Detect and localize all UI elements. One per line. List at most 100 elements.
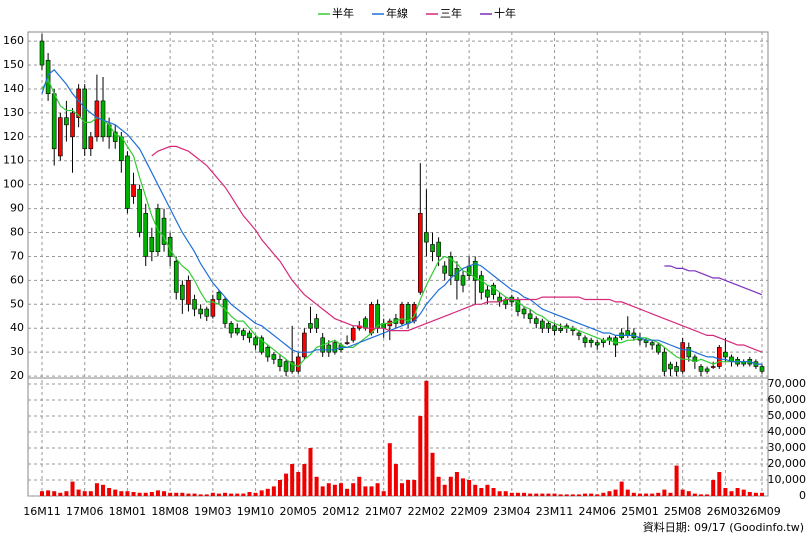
candle-body <box>668 363 673 370</box>
x-tick-label: 20M12 <box>322 505 360 518</box>
candle-body <box>51 93 57 150</box>
candle-body <box>70 112 75 138</box>
volume-bar <box>717 472 722 496</box>
y-tick-label: 40 <box>10 321 24 334</box>
candle-body <box>265 347 271 358</box>
x-tick-label: 26M09 <box>743 505 781 518</box>
volume-bar <box>546 493 551 496</box>
candle-body <box>716 347 722 367</box>
volume-bar <box>338 483 343 496</box>
volume-bar <box>174 492 179 496</box>
x-tick-label: 18M08 <box>151 505 189 518</box>
volume-bar <box>326 483 331 496</box>
candle-body <box>198 308 203 315</box>
candle-body <box>332 342 338 353</box>
candle-body <box>686 347 692 358</box>
volume-bar <box>747 492 752 496</box>
volume-bar <box>729 491 734 496</box>
volume-bar <box>345 488 350 496</box>
candle-body <box>460 275 466 286</box>
y2-tick-label: 0 <box>799 489 806 502</box>
candle-body <box>582 337 588 343</box>
volume-bar <box>601 492 606 496</box>
volume-bar <box>393 464 398 496</box>
candle-body <box>247 332 252 339</box>
volume-bar <box>88 491 93 496</box>
volume-bar <box>741 489 746 496</box>
y-tick-label: 20 <box>10 369 24 382</box>
volume-bar <box>284 473 289 496</box>
candle-body <box>173 260 179 293</box>
volume-bar <box>302 464 307 496</box>
volume-bar <box>186 493 191 496</box>
candle-body <box>472 260 478 281</box>
volume-bar <box>418 416 423 496</box>
volume-bar <box>509 492 514 496</box>
volume-bar <box>540 493 545 496</box>
candle-body <box>521 308 527 315</box>
candle-body <box>540 320 545 329</box>
candle-body <box>588 339 594 343</box>
volume-bar <box>143 492 148 496</box>
volume-bar <box>271 486 276 496</box>
source-note: 資料日期: 09/17 (Goodinfo.tw) <box>643 520 804 534</box>
candle-body <box>271 354 277 360</box>
volume-bar <box>119 491 124 496</box>
volume-bar <box>277 480 282 496</box>
y-tick-label: 140 <box>3 82 24 95</box>
volume-bar <box>760 492 764 496</box>
volume-bar <box>631 492 636 496</box>
candle-body <box>552 325 557 331</box>
candle-body <box>112 131 118 142</box>
candle-body <box>283 361 289 372</box>
volume-bar <box>625 489 630 496</box>
volume-bar <box>70 481 75 496</box>
candle-body <box>491 284 496 296</box>
volume-bar <box>406 480 411 496</box>
volume-bar <box>229 493 234 496</box>
volume-bar <box>40 491 44 496</box>
volume-bar <box>461 478 466 496</box>
candle-body <box>228 323 234 334</box>
candle-body <box>576 332 582 336</box>
y-tick-label: 110 <box>3 154 24 167</box>
volume-bar <box>149 492 154 496</box>
volume-bar <box>381 491 386 496</box>
candle-body <box>533 318 539 324</box>
candle-body <box>399 304 405 324</box>
volume-bar <box>94 483 99 496</box>
volume-bar <box>400 483 404 496</box>
volume-bar <box>247 492 252 496</box>
volume-bar <box>656 492 661 496</box>
volume-bar <box>101 484 106 496</box>
candle-body <box>119 136 124 162</box>
volume-bar <box>491 488 496 496</box>
candle-body <box>546 323 551 329</box>
volume-bar <box>46 490 51 496</box>
volume-bar <box>583 493 588 496</box>
candle-body <box>625 330 631 336</box>
y2-tick-label: 30,000 <box>768 441 807 454</box>
volume-bar <box>503 491 508 496</box>
x-tick-label: 25M01 <box>621 505 659 518</box>
volume-bar <box>485 484 490 496</box>
volume-bar <box>320 486 325 496</box>
candle-body <box>558 327 563 331</box>
y-tick-label: 50 <box>10 297 24 310</box>
x-tick-label: 19M10 <box>237 505 275 518</box>
volume-bar <box>180 492 185 496</box>
ma-line <box>664 265 763 296</box>
volume-bar <box>387 443 392 496</box>
x-tick-label: 25M08 <box>664 505 702 518</box>
candle-body <box>192 299 197 310</box>
volume-bar <box>290 464 295 496</box>
legend-label: 三年 <box>440 6 462 20</box>
volume-bar <box>363 486 368 496</box>
candle-body <box>137 189 142 233</box>
volume-bar <box>210 492 215 496</box>
volume-bar <box>613 489 618 496</box>
candle-body <box>216 292 222 300</box>
candle-body <box>131 184 136 197</box>
volume-bar <box>253 492 258 496</box>
